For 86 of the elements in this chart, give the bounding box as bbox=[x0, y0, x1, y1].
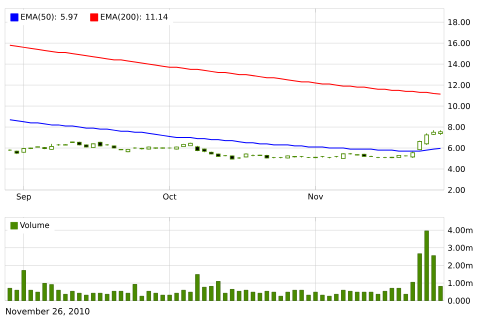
bar bbox=[424, 230, 429, 301]
bar bbox=[236, 290, 242, 301]
bar bbox=[140, 296, 144, 301]
bar bbox=[70, 290, 75, 301]
y-tick-label: 6.00 bbox=[448, 144, 465, 152]
bar bbox=[216, 281, 220, 301]
bar bbox=[42, 283, 47, 301]
bar bbox=[306, 294, 311, 301]
bar bbox=[209, 286, 214, 301]
bar bbox=[264, 290, 270, 301]
bar bbox=[22, 270, 26, 301]
x-tick-label: Nov bbox=[308, 194, 324, 200]
bar bbox=[278, 296, 283, 301]
x-tick-label: Oct bbox=[163, 194, 176, 200]
y-tick-label: 8.00 bbox=[448, 124, 465, 130]
bar bbox=[396, 288, 402, 301]
bar bbox=[334, 294, 339, 301]
bar bbox=[188, 292, 193, 301]
candlestick bbox=[424, 132, 429, 146]
y-tick-label: 4.00m bbox=[448, 227, 472, 234]
bar bbox=[286, 292, 290, 301]
bar bbox=[341, 290, 346, 301]
legend-label: EMA(50): 5.97 bbox=[21, 14, 78, 21]
bar bbox=[272, 292, 276, 301]
bar bbox=[222, 292, 228, 301]
bar bbox=[417, 253, 422, 301]
legend-label: EMA(200): 11.14 bbox=[100, 14, 168, 21]
bar bbox=[368, 292, 374, 301]
bar bbox=[118, 290, 124, 301]
y-tick-label: 18.00 bbox=[448, 19, 470, 26]
bar bbox=[390, 288, 394, 301]
bar bbox=[244, 290, 248, 301]
bar bbox=[112, 290, 116, 301]
y-tick-label: 12.00 bbox=[448, 82, 470, 88]
bar bbox=[299, 290, 304, 301]
bar bbox=[49, 284, 54, 301]
bar bbox=[348, 290, 352, 301]
x-tick-label: Sep bbox=[16, 194, 31, 202]
bar bbox=[313, 292, 318, 301]
bar bbox=[98, 292, 102, 301]
bar bbox=[35, 292, 40, 301]
bar bbox=[404, 294, 408, 301]
bar bbox=[362, 292, 366, 301]
candlestick bbox=[438, 130, 443, 136]
bar bbox=[202, 286, 207, 301]
bar bbox=[327, 296, 332, 301]
bar bbox=[250, 292, 256, 301]
bar bbox=[77, 292, 82, 301]
text: November 26, 2010 bbox=[6, 308, 90, 316]
bar bbox=[154, 292, 158, 301]
bar bbox=[354, 292, 360, 301]
bar bbox=[181, 290, 186, 301]
bar bbox=[320, 294, 325, 301]
bar bbox=[146, 290, 151, 301]
y-tick-label: 2.00m bbox=[448, 262, 472, 268]
bar bbox=[167, 294, 172, 301]
bar bbox=[104, 294, 110, 301]
bar bbox=[84, 294, 88, 301]
y-tick-label: 1.00m bbox=[448, 280, 472, 286]
bar bbox=[91, 292, 96, 301]
y-tick-label: 3.00m bbox=[448, 244, 472, 251]
y-tick-label: 10.00 bbox=[448, 103, 470, 110]
y-tick-label: 16.00 bbox=[448, 40, 470, 46]
y-tick-label: 4.00 bbox=[448, 166, 465, 172]
bar bbox=[292, 290, 297, 301]
bar bbox=[382, 290, 388, 301]
bar bbox=[8, 288, 12, 301]
bar bbox=[63, 294, 68, 301]
bar bbox=[132, 284, 138, 301]
bar bbox=[410, 282, 415, 301]
bar bbox=[376, 294, 380, 301]
y-tick-label: 2.00 bbox=[448, 186, 465, 194]
bar bbox=[126, 292, 130, 301]
bar bbox=[195, 274, 200, 301]
legend-label: Volume bbox=[20, 222, 50, 228]
y-tick-label: 14.00 bbox=[448, 61, 470, 68]
y-tick-label: 0.000 bbox=[448, 298, 470, 304]
bar bbox=[230, 289, 234, 301]
bar bbox=[174, 292, 179, 301]
bar bbox=[431, 255, 436, 301]
bar bbox=[14, 290, 20, 301]
bar bbox=[438, 286, 443, 301]
bar bbox=[160, 294, 165, 301]
bar bbox=[28, 290, 33, 301]
bar bbox=[258, 292, 262, 301]
bar bbox=[56, 290, 61, 301]
